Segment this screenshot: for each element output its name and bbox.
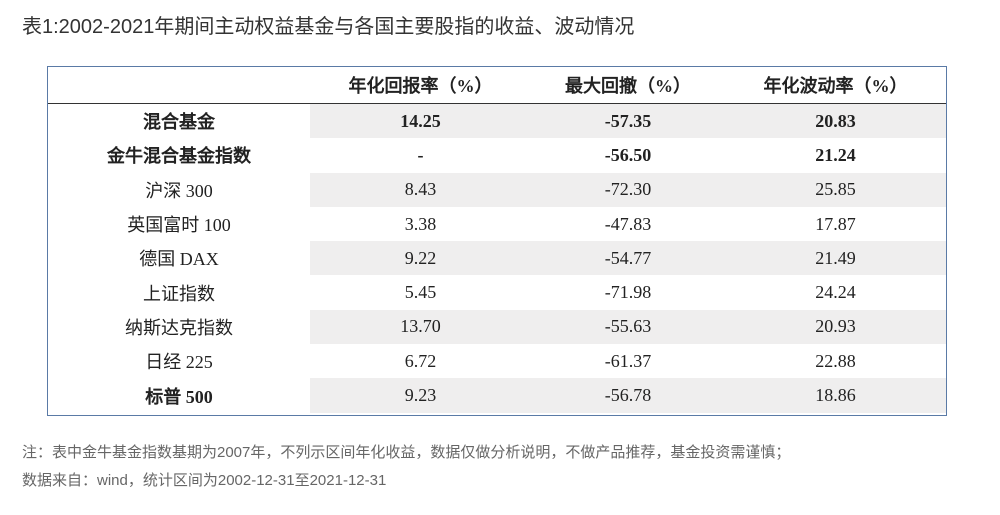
table-row: 英国富时 100 3.38 -47.83 17.87 (48, 207, 946, 241)
row-label: 英国富时 100 (127, 215, 231, 236)
cell: 20.93 (724, 309, 946, 345)
cell: 21.49 (724, 241, 946, 276)
cell: -54.77 (531, 241, 725, 276)
row-label: 标普 500 (145, 386, 213, 407)
row-label: 沪深 300 (145, 180, 213, 201)
row-label: 德国 DAX (139, 249, 219, 270)
row-label: 上证指数 (143, 283, 215, 304)
cell: 18.86 (724, 378, 946, 413)
table-row: 金牛混合基金指数 - -56.50 21.24 (48, 138, 946, 172)
cell: -47.83 (604, 213, 652, 234)
table-row: 纳斯达克指数 13.70 -55.63 20.93 (48, 309, 946, 345)
header-cell: 年化波动率（%） (724, 67, 946, 104)
cell: -55.63 (531, 309, 725, 345)
cell: -71.98 (604, 282, 652, 303)
cell: -57.35 (531, 103, 725, 139)
header-cell (48, 67, 310, 104)
header-cell: 最大回撤（%） (531, 67, 725, 104)
row-label: 金牛混合基金指数 (107, 146, 251, 167)
note: 数据来自：wind，统计区间为2002-12-31至2021-12-31 (22, 472, 387, 489)
cell: -56.78 (531, 378, 725, 413)
table-frame: 年化回报率（%） 最大回撤（%） 年化波动率（%） 混合基金 14.25 -57.3… (47, 66, 947, 416)
cell: -72.30 (531, 172, 725, 207)
cell: -61.37 (604, 350, 652, 371)
cell: 3.38 (404, 213, 437, 234)
table-row: 沪深 300 8.43 -72.30 25.85 (48, 172, 946, 207)
table-row: 德国 DAX 9.22 -54.77 21.49 (48, 241, 946, 276)
row-label: 纳斯达克指数 (125, 317, 233, 338)
cell: - (417, 144, 424, 165)
title: 表1:2002-2021年期间主动权益基金与各国主要股指的收益、波动情况 (22, 16, 635, 38)
cell: -56.50 (604, 144, 652, 165)
table-row: 上证指数 5.45 -71.98 24.24 (48, 275, 946, 309)
cell: 13.70 (310, 309, 532, 345)
table: 年化回报率（%） 最大回撤（%） 年化波动率（%） 混合基金 14.25 -57.3… (48, 67, 946, 413)
cell: 9.23 (310, 378, 532, 413)
cell: 24.24 (815, 282, 856, 303)
row-label: 混合基金 (143, 112, 215, 133)
cell: 20.83 (724, 103, 946, 139)
cell: 6.72 (404, 350, 437, 371)
cell: 17.87 (815, 213, 856, 234)
cell: 5.45 (404, 282, 437, 303)
note: 注：表中金牛基金指数基期为2007年，不列示区间年化收益，数据仅做分析说明，不做… (22, 444, 791, 461)
table-row: 日经 225 6.72 -61.37 22.88 (48, 344, 946, 378)
cell: 22.88 (815, 350, 856, 371)
cell: 25.85 (724, 172, 946, 207)
cell: 21.24 (815, 144, 856, 165)
table-row: 标普 500 9.23 -56.78 18.86 (48, 378, 946, 413)
cell: 14.25 (310, 103, 532, 139)
cell: 8.43 (310, 172, 532, 207)
header-cell: 年化回报率（%） (310, 67, 532, 104)
header-row: 年化回报率（%） 最大回撤（%） 年化波动率（%） (48, 67, 946, 104)
row-label: 日经 225 (145, 352, 213, 373)
table-row: 混合基金 14.25 -57.35 20.83 (48, 103, 946, 139)
cell: 9.22 (310, 241, 532, 276)
